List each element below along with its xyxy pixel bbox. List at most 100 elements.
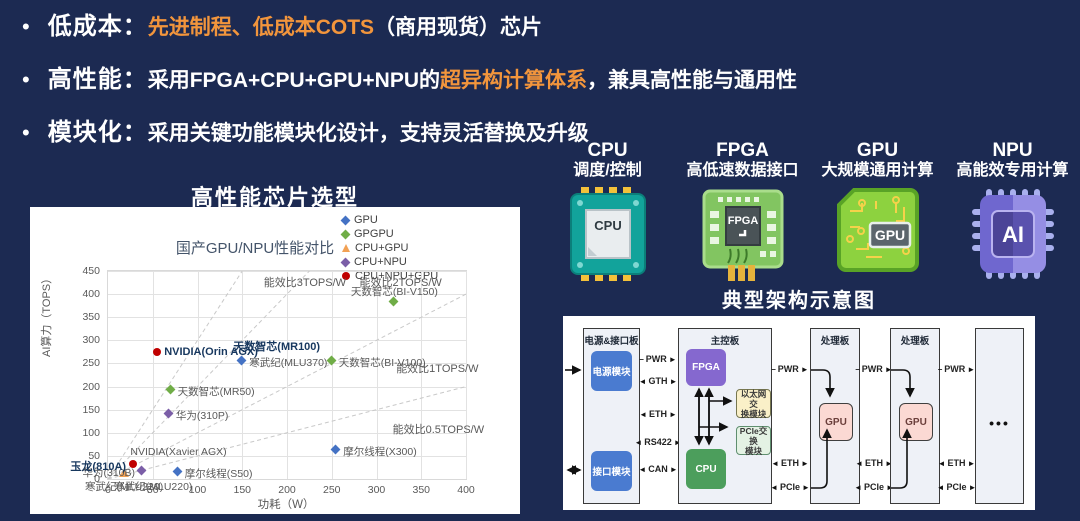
gridline-h xyxy=(108,294,466,296)
bullet-item-low-cost: • 低成本： 先进制程、低成本COTS（商用现货）芯片 xyxy=(22,6,802,42)
bus-pwr-label: – PWR ► xyxy=(639,354,677,364)
chip-card-npu: NPU 高能效专用计算 xyxy=(945,140,1080,290)
bullet-accent-text: 超异构计算体系 xyxy=(440,69,588,92)
module-pcie-switch: PCIe交换 模块 xyxy=(736,426,771,456)
board-expansion: ••• xyxy=(975,328,1024,504)
board-title: 电源&接口板 xyxy=(584,336,639,347)
gridline-v xyxy=(152,271,154,479)
point-annotation: 天数智芯(MR100) xyxy=(233,341,321,354)
point-label: 玉龙(810A) xyxy=(70,461,127,474)
legend-marker xyxy=(342,244,350,252)
bus-pcie-label: ◄PCIe► xyxy=(770,482,810,492)
chip-name: GPU xyxy=(856,140,899,161)
point-label: 寒武纪(MLU370) xyxy=(249,356,328,369)
board-title: 处理板 xyxy=(900,336,930,347)
chart-panel: 国产GPU/NPU性能对比 GPU GPGPU CPU+GPU CPU+NPU CPU+… xyxy=(30,207,520,514)
y-tick-label: 50 xyxy=(88,449,100,462)
gridline-v xyxy=(331,271,333,479)
chip-desc: 高能效专用计算 xyxy=(956,162,1069,179)
svg-text:GPU: GPU xyxy=(874,227,904,243)
chart-legend: GPU GPGPU CPU+GPU CPU+NPU CPU+NPU+GPU xyxy=(340,213,438,283)
bus-eth-label: ◄ ETH ► xyxy=(855,458,893,468)
point-label: 天数智芯(BI-V150) xyxy=(350,285,438,298)
y-tick-label: 250 xyxy=(82,357,100,370)
ellipsis-more-boards: ••• xyxy=(989,415,1010,431)
bullet-item-modular: • 模块化： 采用关键功能模块化设计，支持灵活替换及升级 xyxy=(22,112,802,148)
y-tick-label: 450 xyxy=(82,265,100,277)
module-power: 电源模块 xyxy=(591,351,632,391)
x-tick-label: 200 xyxy=(278,484,296,496)
x-tick-label: 50 xyxy=(146,484,159,496)
chip-card-gpu: GPU 大规模通用计算 GPU xyxy=(810,140,945,290)
efficiency-line-label: 能效比2TOPS/W xyxy=(359,277,442,290)
arch-panel: 电源&接口板 电源模块 接口模块 – PWR ► ◄ GTH ► ◄ ETH ► ◄ RS42… xyxy=(563,316,1035,510)
bullet-rest-text: ，兼具高性能与通用性 xyxy=(587,69,798,92)
y-tick-label: 200 xyxy=(82,380,100,393)
point-label: 天数智芯(MR50) xyxy=(177,386,255,399)
fpga-chip-icon: FPGA xyxy=(675,187,810,281)
module-gpu: GPU xyxy=(819,403,853,441)
svg-text:CPU: CPU xyxy=(594,218,621,233)
chip-name: FPGA xyxy=(716,140,769,161)
gridline-h xyxy=(108,409,466,411)
y-axis-label: AI算力（TOPS） xyxy=(41,272,53,357)
legend-item: GPU xyxy=(340,213,438,227)
efficiency-line-label: 能效比0.5TOPS/W xyxy=(392,424,485,437)
gridline-v xyxy=(197,271,199,479)
board-title: 主控板 xyxy=(710,336,740,347)
bullet-icon: • xyxy=(22,67,30,92)
bullet-list: • 低成本： 先进制程、低成本COTS（商用现货）芯片 • 高性能： 采用FPG… xyxy=(22,6,802,165)
scatter-section-title: 高性能芯片选型 xyxy=(190,185,359,210)
x-axis-label: 功耗（W） xyxy=(257,499,315,511)
bus-eth-label: ◄ ETH ► xyxy=(771,458,809,468)
gridline-h xyxy=(108,455,466,457)
arch-title: 典型架构示意图 xyxy=(722,290,876,312)
legend-label: CPU+NPU xyxy=(354,256,407,268)
x-tick-label: 100 xyxy=(188,484,207,496)
bullet-head: 低成本： xyxy=(47,13,148,40)
chip-name: NPU xyxy=(992,140,1033,161)
legend-label: GPU xyxy=(354,214,378,226)
plot-area: 0 50 100 150 200 250 300 350 400 0 50 100 150 200 250 3… xyxy=(70,265,484,496)
x-tick-label: 350 xyxy=(412,484,431,496)
gridline-h xyxy=(108,271,466,272)
gridline-v xyxy=(421,271,423,479)
legend-marker xyxy=(340,257,351,267)
board-title: 处理板 xyxy=(820,336,850,347)
module-interface: 接口模块 xyxy=(591,451,632,491)
legend-item: CPU+NPU+GPU xyxy=(342,269,438,283)
bus-eth-label: ◄ ETH ► xyxy=(937,458,976,468)
bullet-rest-text: 采用关键功能模块化设计，支持灵活替换及升级 xyxy=(147,122,589,145)
legend-item: GPGPU xyxy=(340,227,438,241)
chip-desc: 大规模通用计算 xyxy=(821,162,934,179)
bus-pwr-label: – PWR ► xyxy=(771,364,809,374)
y-tick-label: 150 xyxy=(82,403,100,416)
x-tick-label: 0 xyxy=(105,484,111,496)
bullet-head: 高性能： xyxy=(47,66,148,93)
chip-desc: 高低速数据接口 xyxy=(686,162,799,179)
bus-pwr-label: – PWR ► xyxy=(937,364,976,374)
chip-card-cpu: CPU 调度/控制 CPU xyxy=(540,140,675,290)
chip-card-row: CPU 调度/控制 CPU FPGA 高低速数据接口 xyxy=(540,140,1080,290)
gridline-v xyxy=(242,271,244,479)
point-label: 华为(310P) xyxy=(175,410,229,423)
gridline-h xyxy=(108,386,466,388)
y-tick-label: 100 xyxy=(82,426,100,439)
board-processing-2: 处理板 GPU xyxy=(890,328,940,504)
gridline-h xyxy=(108,317,466,319)
module-cpu: CPU xyxy=(686,449,726,489)
scatter-point xyxy=(153,347,162,356)
bullet-text: 采用关键功能模块化设计，支持灵活替换及升级 xyxy=(148,117,589,147)
bullet-text: 先进制程、低成本COTS（商用现货）芯片 xyxy=(148,11,542,41)
legend-marker xyxy=(340,215,351,225)
module-fpga: FPGA xyxy=(686,349,726,386)
chip-desc: 调度/控制 xyxy=(573,162,642,179)
scatter-point xyxy=(129,460,138,469)
npu-chip-icon: AI xyxy=(945,187,1080,281)
gridline-v xyxy=(466,271,467,479)
point-annotation: 寒武纪(MLU220) xyxy=(114,481,193,494)
legend-marker xyxy=(340,229,351,239)
bullet-icon: • xyxy=(22,14,30,39)
x-tick-label: 150 xyxy=(233,484,252,496)
bullet-icon: • xyxy=(22,120,30,145)
